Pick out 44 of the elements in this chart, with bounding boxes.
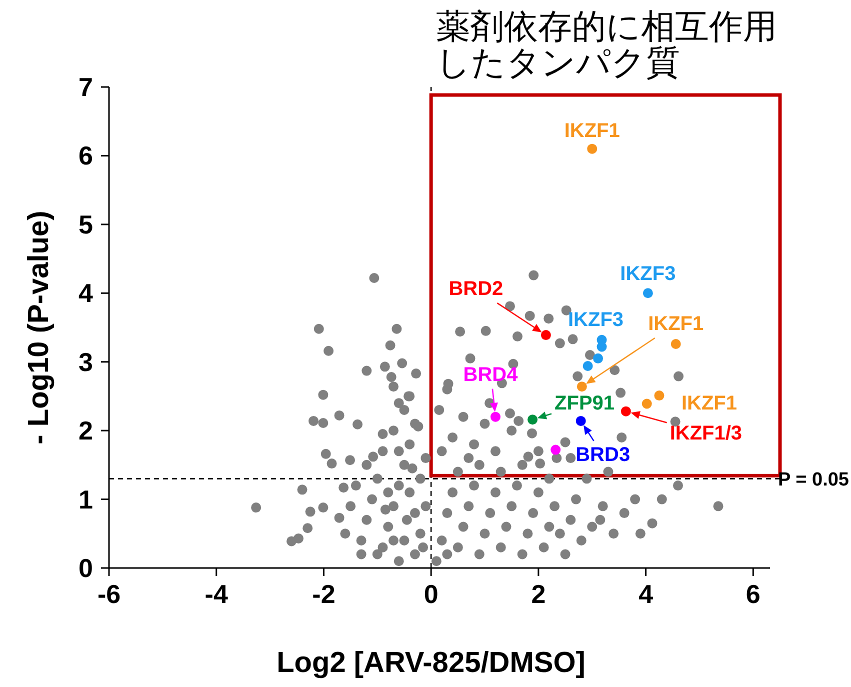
point [576,382,587,392]
x-tick-label: -2 [312,579,336,609]
point [596,342,607,352]
annotation: IKZF3 [620,263,676,286]
annotation: BRD4 [463,364,519,386]
x-tick-label: -6 [97,579,121,609]
point [642,288,653,298]
point [620,406,631,416]
x-tick-label: 4 [638,579,654,609]
annotation: BRD3 [576,425,630,466]
y-tick-label: 1 [78,484,93,514]
x-tick-label: 0 [424,579,438,609]
y-tick-label: 3 [78,346,93,377]
annotation: BRD3 [576,444,630,466]
annotation: BRD2 [448,278,542,332]
annotation: IKZF1/3 [670,422,742,444]
annotation: BRD4 [463,364,518,412]
y-tick-label: 6 [78,140,93,171]
y-tick-label: 2 [78,416,93,446]
point [654,390,664,401]
point [582,360,593,371]
x-tick-label: -4 [204,579,228,609]
y-tick-label: 0 [78,553,93,583]
annotation: ZFP91 [537,392,615,420]
y-tick-label: 5 [78,209,93,240]
y-axis-title: - Log10 (P-value) [23,210,55,444]
annotation: ZFP91 [554,392,615,415]
annotation: IKZF1 [564,120,620,142]
point [550,444,561,455]
annotation: P = 0.05 [778,470,850,491]
x-tick-label: 2 [531,579,546,609]
annotation: IKZF3 [568,308,624,331]
chart-title: 薬剤依存的に相互作用したタンパク質 [436,8,778,82]
x-axis-title: Log2 [ARV-825/DMSO] [276,647,586,679]
point [642,398,652,409]
point [490,412,500,422]
point [540,330,551,340]
y-tick-label: 7 [78,72,93,102]
point [593,353,604,364]
point [587,144,598,154]
y-tick-label: 4 [78,278,94,308]
annotation: BRD2 [448,278,504,300]
point [670,338,681,349]
x-tick-label: 6 [746,579,760,609]
